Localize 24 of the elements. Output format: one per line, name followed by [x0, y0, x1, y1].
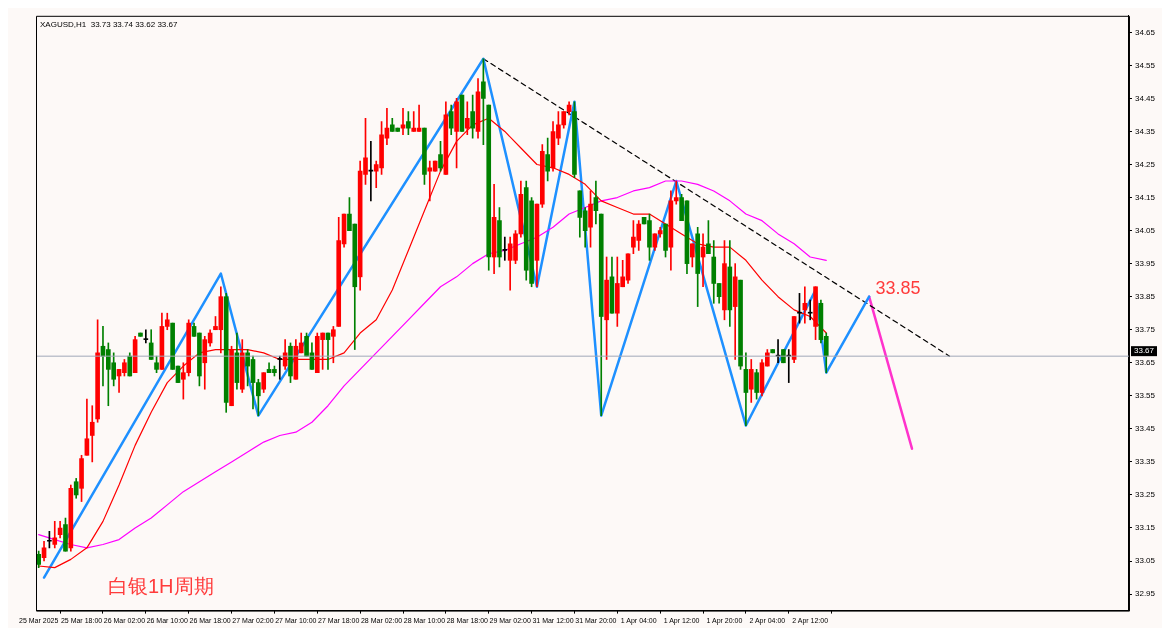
y-tick-label: 32.95	[1134, 589, 1156, 599]
y-tick-label: 33.65	[1134, 357, 1156, 367]
y-tick-label: 34.15	[1134, 192, 1156, 202]
candlestick	[770, 349, 776, 354]
y-tick-label: 34.35	[1134, 126, 1156, 136]
y-tick-label: 33.25	[1134, 490, 1156, 500]
y-tick-label: 34.25	[1134, 159, 1156, 169]
y-tick-label: 34.45	[1134, 93, 1156, 103]
y-tick-label: 33.45	[1134, 424, 1156, 434]
y-tick-label: 33.75	[1134, 324, 1156, 334]
candlestick	[459, 94, 465, 132]
y-tick-label: 33.15	[1134, 523, 1156, 533]
y-tick-label: 33.05	[1134, 556, 1156, 566]
y-tick-label: 34.05	[1134, 225, 1156, 235]
y-tick-label: 33.35	[1134, 457, 1156, 467]
annotation: 白银1H周期	[108, 574, 214, 597]
y-tick-label: 34.55	[1134, 60, 1156, 70]
y-tick-label: 33.95	[1134, 258, 1156, 268]
ref-line-label: 33.67	[1133, 346, 1155, 356]
y-tick-label: 34.65	[1134, 27, 1156, 37]
annotation: 33.85	[875, 277, 921, 298]
y-tick-label: 33.85	[1134, 291, 1156, 301]
y-tick-label: 33.55	[1134, 391, 1156, 401]
text: XAGUSD,H1 33.73 33.74 33.62 33.67	[40, 20, 178, 29]
